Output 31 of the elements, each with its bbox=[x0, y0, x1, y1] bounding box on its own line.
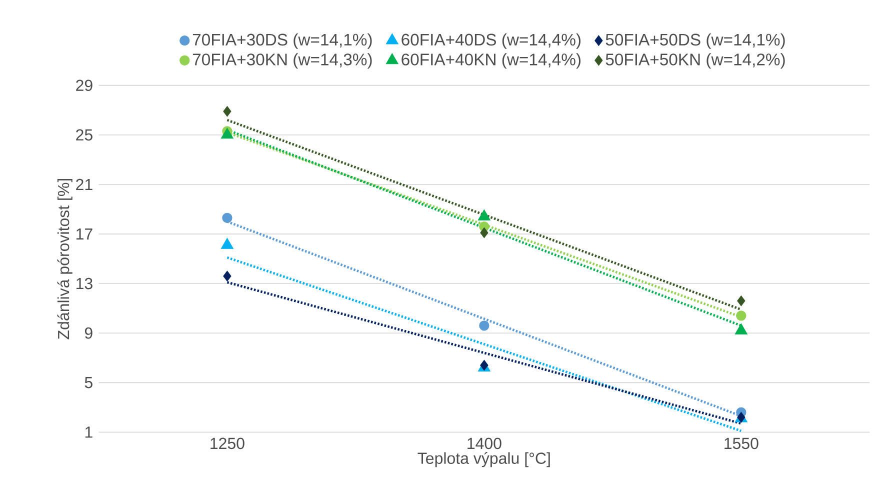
point bbox=[222, 213, 232, 224]
point bbox=[479, 320, 490, 331]
point bbox=[734, 324, 748, 335]
point bbox=[480, 228, 488, 238]
point bbox=[737, 412, 746, 423]
x-tick-label: 1250 bbox=[210, 438, 244, 450]
y-tick-label: 9 bbox=[84, 328, 92, 339]
x-axis-title: Teplota výpalu [°C] bbox=[418, 452, 550, 468]
legend-label: 50FIA+50KN (w=14,2%) bbox=[606, 53, 785, 69]
point bbox=[220, 238, 234, 250]
point bbox=[736, 310, 746, 322]
y-tick-label: 13 bbox=[76, 278, 92, 290]
y-axis-title: Zdánlivá pórovitost [%] bbox=[57, 179, 72, 340]
y-tick-label: 29 bbox=[76, 80, 92, 92]
point bbox=[480, 360, 488, 371]
y-tick-label: 17 bbox=[76, 228, 92, 240]
y-tick-label: 1 bbox=[85, 426, 92, 438]
y-tick-label: 5 bbox=[84, 377, 92, 388]
legend-label: 70FIA+30DS (w=14,1%) bbox=[192, 34, 372, 50]
point bbox=[223, 106, 232, 117]
point bbox=[478, 210, 490, 221]
legend-label: 60FIA+40DS (w=14,4%) bbox=[402, 34, 580, 50]
x-tick-label: 1400 bbox=[468, 438, 502, 450]
legend-label: 60FIA+40KN (w=14,4%) bbox=[402, 53, 580, 69]
point bbox=[223, 271, 232, 282]
y-tick-label: 21 bbox=[76, 179, 92, 190]
legend-label: 70FIA+30KN (w=14,3%) bbox=[192, 53, 372, 69]
point bbox=[737, 296, 746, 306]
x-tick-label: 1550 bbox=[724, 438, 758, 450]
legend-label: 50FIA+50DS (w=14,1%) bbox=[606, 34, 785, 50]
y-tick-label: 25 bbox=[76, 129, 92, 141]
